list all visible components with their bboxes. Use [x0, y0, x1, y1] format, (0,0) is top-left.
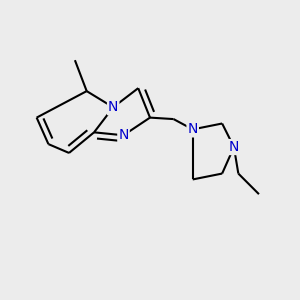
Text: N: N: [188, 122, 198, 136]
Text: N: N: [118, 128, 129, 142]
Text: N: N: [229, 140, 239, 154]
Text: N: N: [108, 100, 119, 114]
